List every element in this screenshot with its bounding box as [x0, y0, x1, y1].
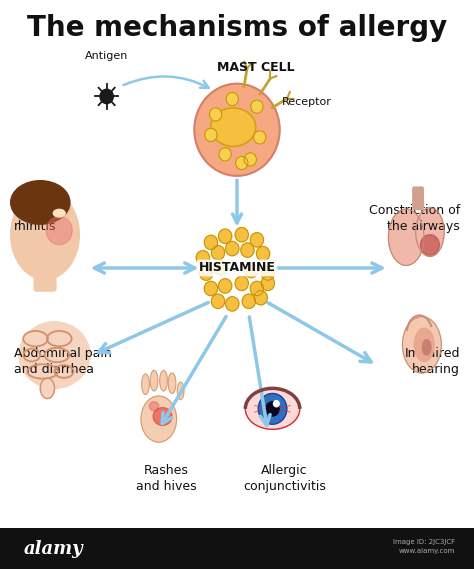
Circle shape	[226, 296, 239, 311]
Circle shape	[235, 228, 248, 242]
Circle shape	[100, 89, 113, 104]
Ellipse shape	[53, 209, 65, 217]
Circle shape	[200, 266, 213, 281]
Ellipse shape	[150, 370, 158, 391]
Ellipse shape	[149, 402, 159, 411]
Circle shape	[226, 241, 239, 255]
Ellipse shape	[153, 407, 172, 426]
Text: Rashes
and hives: Rashes and hives	[136, 464, 196, 493]
Circle shape	[254, 131, 266, 144]
Circle shape	[261, 276, 274, 291]
Circle shape	[219, 148, 231, 161]
Text: Impaired
hearing: Impaired hearing	[404, 347, 460, 376]
Text: HISTAMINE: HISTAMINE	[199, 262, 275, 274]
Circle shape	[245, 263, 258, 278]
Ellipse shape	[388, 209, 424, 266]
Ellipse shape	[177, 382, 184, 399]
Text: Constriction of
the airways: Constriction of the airways	[368, 204, 460, 233]
Ellipse shape	[168, 373, 176, 394]
Circle shape	[236, 156, 248, 170]
Circle shape	[204, 281, 218, 296]
Ellipse shape	[422, 340, 431, 355]
Circle shape	[261, 266, 274, 281]
Ellipse shape	[40, 378, 55, 398]
Circle shape	[251, 100, 263, 113]
Text: Allergic
conjunctivitis: Allergic conjunctivitis	[243, 464, 326, 493]
Circle shape	[211, 245, 225, 260]
Circle shape	[250, 281, 264, 296]
Circle shape	[256, 246, 270, 261]
Circle shape	[258, 394, 287, 424]
Text: Abdominal pain
and diarrhea: Abdominal pain and diarrhea	[14, 347, 112, 376]
Circle shape	[266, 402, 279, 416]
Text: Image ID: 2JC3JCF
www.alamy.com: Image ID: 2JC3JCF www.alamy.com	[393, 539, 455, 554]
Circle shape	[235, 276, 248, 291]
Circle shape	[241, 243, 254, 257]
Circle shape	[214, 261, 227, 275]
Ellipse shape	[62, 249, 74, 262]
Circle shape	[244, 153, 256, 166]
Ellipse shape	[210, 108, 256, 146]
Ellipse shape	[19, 322, 90, 388]
Circle shape	[205, 128, 217, 142]
Ellipse shape	[142, 374, 149, 394]
FancyBboxPatch shape	[413, 187, 423, 209]
Ellipse shape	[245, 388, 300, 430]
Ellipse shape	[160, 370, 167, 391]
Text: The mechanisms of allergy: The mechanisms of allergy	[27, 14, 447, 42]
Circle shape	[254, 291, 267, 305]
FancyBboxPatch shape	[34, 268, 56, 291]
Ellipse shape	[420, 235, 439, 255]
Circle shape	[219, 279, 232, 293]
Circle shape	[219, 229, 232, 244]
Circle shape	[273, 401, 279, 407]
Ellipse shape	[414, 328, 434, 361]
Circle shape	[211, 294, 225, 308]
Circle shape	[242, 294, 255, 308]
Circle shape	[250, 233, 264, 247]
Circle shape	[204, 235, 218, 250]
Ellipse shape	[416, 208, 444, 257]
Ellipse shape	[64, 217, 78, 242]
Ellipse shape	[11, 190, 79, 279]
Text: Antigen: Antigen	[85, 51, 128, 61]
Text: MAST CELL: MAST CELL	[217, 61, 295, 75]
Ellipse shape	[141, 396, 176, 442]
Text: Receptor: Receptor	[282, 97, 332, 106]
Circle shape	[210, 108, 222, 121]
Ellipse shape	[46, 217, 72, 245]
Text: Allergic
rhinitis: Allergic rhinitis	[14, 204, 61, 233]
Circle shape	[226, 92, 238, 106]
Circle shape	[196, 250, 210, 265]
Text: alamy: alamy	[24, 539, 83, 558]
Ellipse shape	[402, 316, 441, 373]
Ellipse shape	[11, 181, 70, 224]
Circle shape	[194, 84, 280, 176]
